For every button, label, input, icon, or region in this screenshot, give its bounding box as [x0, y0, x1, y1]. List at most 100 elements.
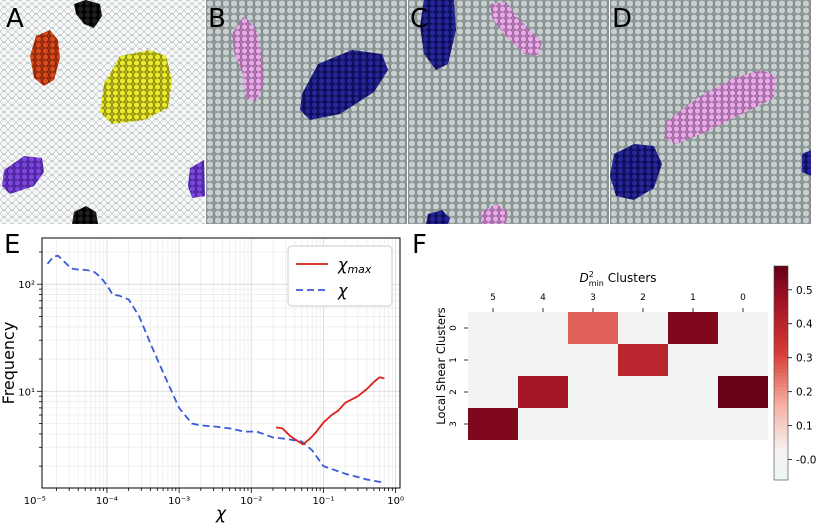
cluster-navy-top: [420, 0, 456, 70]
colorbar-segment: [774, 430, 788, 435]
row-tick-label: 3: [449, 421, 459, 427]
colorbar-segment: [774, 362, 788, 367]
panel-a-snapshot: A: [0, 0, 205, 224]
heatmap-cell: [718, 312, 768, 344]
x-tick-label: 10⁻⁴: [96, 496, 118, 507]
x-tick-label: 10⁻¹: [312, 496, 334, 507]
colorbar-segment: [774, 319, 788, 324]
colorbar-segment: [774, 390, 788, 395]
heatmap-cell: [468, 376, 518, 408]
colorbar-tick-label: 0.5: [796, 285, 813, 297]
cluster-navy-bottom: [426, 210, 450, 224]
heatmap-cell: [518, 344, 568, 376]
colorbar-segment: [774, 380, 788, 385]
panel-d-label: D: [612, 4, 633, 34]
heatmap-title-sub: min: [589, 279, 604, 288]
colorbar-segment: [774, 447, 788, 453]
colorbar-segment: [774, 422, 788, 428]
heatmap-cell: [468, 408, 518, 440]
colorbar-segment: [774, 326, 788, 331]
panel-b-label: B: [208, 4, 226, 34]
colorbar-tick-label: 0.2: [796, 387, 813, 399]
colorbar-segment: [774, 405, 788, 410]
legend-label-sub: max: [347, 263, 371, 276]
colorbar-segment: [774, 269, 788, 274]
colorbar-tick-label: 0.4: [796, 319, 813, 331]
colorbar-segment: [774, 472, 788, 478]
colorbar-segment: [774, 462, 788, 467]
cluster-pink-bottom: [482, 204, 508, 224]
cluster-black-bottom: [72, 206, 98, 224]
colorbar-segment: [774, 469, 788, 474]
cluster-navy-blob: [610, 144, 662, 200]
colorbar-segment: [774, 451, 788, 456]
colorbar-segment: [774, 394, 788, 399]
colorbar-tick-label: 0.1: [796, 421, 813, 433]
col-tick-label: 1: [690, 293, 696, 303]
colorbar-segment: [774, 308, 788, 313]
x-tick-label: 10⁻⁵: [24, 496, 46, 507]
colorbar-segment: [774, 476, 788, 481]
colorbar-segment: [774, 408, 788, 413]
heatmap-cell: [668, 408, 718, 440]
cluster-purple-right: [188, 160, 205, 198]
colorbar-tick-label: -0.0: [796, 455, 817, 467]
heatmap-cell: [618, 312, 668, 344]
heatmap-cell: [668, 376, 718, 408]
row-tick-label: 2: [449, 389, 459, 395]
row-tick-label: 0: [449, 325, 459, 331]
heatmap-cell: [618, 408, 668, 440]
colorbar-segment: [774, 458, 788, 463]
cluster-pink-top: [490, 2, 542, 56]
legend-label: χ: [337, 281, 348, 300]
panel-c-label: C: [410, 4, 429, 34]
x-axis-label: χ: [215, 504, 227, 524]
heatmap-cell: [468, 312, 518, 344]
heatmap-title: D2 min Clusters: [579, 270, 656, 288]
colorbar-segment: [774, 287, 788, 292]
panel-a-particles: [0, 0, 205, 224]
col-tick-label: 4: [540, 293, 546, 303]
x-tick-label: 10⁰: [387, 496, 404, 507]
col-tick-label: 3: [590, 293, 596, 303]
colorbar-segment: [774, 312, 788, 317]
colorbar-segment: [774, 344, 788, 349]
heatmap-cell: [718, 344, 768, 376]
colorbar-segment: [774, 330, 788, 335]
cluster-navy: [300, 50, 388, 120]
colorbar-segment: [774, 348, 788, 353]
colorbar-segment: [774, 355, 788, 360]
heatmap-cell: [468, 344, 518, 376]
colorbar-segment: [774, 340, 788, 346]
colorbar-segment: [774, 323, 788, 328]
heatmap-cell: [618, 376, 668, 408]
colorbar-segment: [774, 455, 788, 460]
colorbar-tick-label: 0.3: [796, 353, 813, 365]
heatmap-cell: [568, 312, 618, 344]
legend-box: [287, 245, 393, 307]
col-tick-label: 5: [490, 293, 496, 303]
heatmap-cell: [568, 376, 618, 408]
cluster-yellow: [100, 50, 172, 124]
heatmap-cell: [718, 408, 768, 440]
colorbar-segment: [774, 315, 788, 321]
heatmap-cell: [568, 408, 618, 440]
panel-a-label: A: [6, 4, 24, 34]
cluster-pink: [232, 16, 264, 102]
colorbar-segment: [774, 426, 788, 431]
heatmap-title-sup: 2: [589, 270, 594, 279]
col-tick-label: 2: [640, 293, 646, 303]
colorbar-segment: [774, 401, 788, 406]
colorbar-segment: [774, 298, 788, 303]
colorbar-segment: [774, 273, 788, 278]
colorbar-segment: [774, 376, 788, 381]
colorbar-segment: [774, 419, 788, 424]
colorbar-segment: [774, 415, 788, 420]
heatmap-cell: [568, 344, 618, 376]
y-tick-label: 10²: [18, 280, 35, 291]
heatmap-cell: [618, 344, 668, 376]
colorbar-segment: [774, 440, 788, 445]
panel-b-particles: [206, 0, 407, 224]
